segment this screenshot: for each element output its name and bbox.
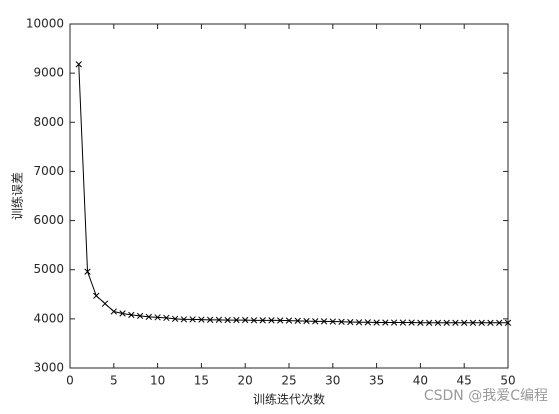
x-tick-label: 30 bbox=[325, 374, 340, 388]
x-tick-label: 40 bbox=[413, 374, 428, 388]
marker bbox=[171, 315, 179, 323]
x-tick-label: 15 bbox=[194, 374, 209, 388]
marker bbox=[338, 318, 345, 325]
marker bbox=[242, 316, 249, 324]
marker bbox=[277, 317, 284, 324]
x-axis-label: 训练迭代次数 bbox=[253, 392, 325, 407]
y-tick-label: 3000 bbox=[33, 361, 64, 375]
x-tick-label: 45 bbox=[457, 374, 472, 388]
marker bbox=[426, 319, 433, 326]
marker bbox=[443, 319, 450, 326]
y-axis-label: 训练误差 bbox=[10, 172, 25, 220]
marker bbox=[233, 316, 240, 324]
x-tick-label: 35 bbox=[369, 374, 384, 388]
y-tick-label: 9000 bbox=[33, 66, 64, 80]
marker bbox=[364, 319, 371, 326]
marker bbox=[93, 292, 100, 299]
marker bbox=[329, 318, 336, 325]
watermark: CSDN @我爱C编程 bbox=[424, 388, 548, 404]
x-tick-label: 5 bbox=[110, 374, 118, 388]
line bbox=[78, 64, 508, 324]
marker bbox=[312, 318, 319, 325]
marker bbox=[119, 310, 126, 317]
marker bbox=[75, 61, 82, 68]
y-tick-label: 4000 bbox=[33, 311, 64, 325]
y-tick-label: 8000 bbox=[33, 115, 64, 129]
marker bbox=[259, 317, 266, 324]
x-tick-label: 25 bbox=[281, 374, 296, 388]
y-tick-label: 6000 bbox=[33, 213, 64, 227]
marker bbox=[128, 311, 135, 319]
marker bbox=[224, 316, 231, 324]
marker bbox=[154, 314, 161, 321]
marker bbox=[390, 319, 398, 326]
marker bbox=[504, 319, 512, 326]
marker bbox=[84, 268, 91, 275]
marker bbox=[487, 319, 494, 326]
marker bbox=[382, 319, 389, 326]
marker bbox=[101, 300, 109, 307]
marker bbox=[434, 319, 442, 326]
marker bbox=[303, 317, 310, 325]
marker bbox=[399, 319, 407, 326]
marker bbox=[250, 317, 258, 324]
y-tick-label: 10000 bbox=[26, 17, 64, 31]
y-tick-label: 5000 bbox=[33, 262, 64, 276]
marker bbox=[136, 312, 144, 320]
marker bbox=[347, 318, 354, 326]
y-tick-label: 7000 bbox=[33, 164, 64, 178]
x-tick-label: 20 bbox=[238, 374, 253, 388]
x-tick-label: 50 bbox=[500, 374, 515, 388]
marker bbox=[163, 314, 170, 322]
marker bbox=[355, 319, 363, 326]
x-tick-label: 10 bbox=[150, 374, 165, 388]
marker bbox=[180, 316, 188, 323]
marker bbox=[417, 319, 424, 326]
marker bbox=[320, 318, 328, 325]
marker bbox=[268, 317, 275, 324]
marker bbox=[207, 316, 214, 323]
marker bbox=[461, 319, 468, 326]
marker bbox=[215, 316, 223, 323]
x-tick-label: 0 bbox=[66, 374, 74, 388]
marker bbox=[478, 319, 485, 326]
marker bbox=[145, 313, 152, 321]
marker bbox=[373, 319, 380, 326]
marker bbox=[198, 316, 205, 323]
marker bbox=[408, 319, 415, 326]
marker bbox=[189, 316, 196, 323]
marker bbox=[469, 319, 477, 326]
marker bbox=[110, 308, 117, 315]
marker bbox=[496, 319, 503, 326]
marker bbox=[285, 317, 293, 324]
marker bbox=[452, 319, 459, 326]
marker bbox=[294, 317, 301, 324]
